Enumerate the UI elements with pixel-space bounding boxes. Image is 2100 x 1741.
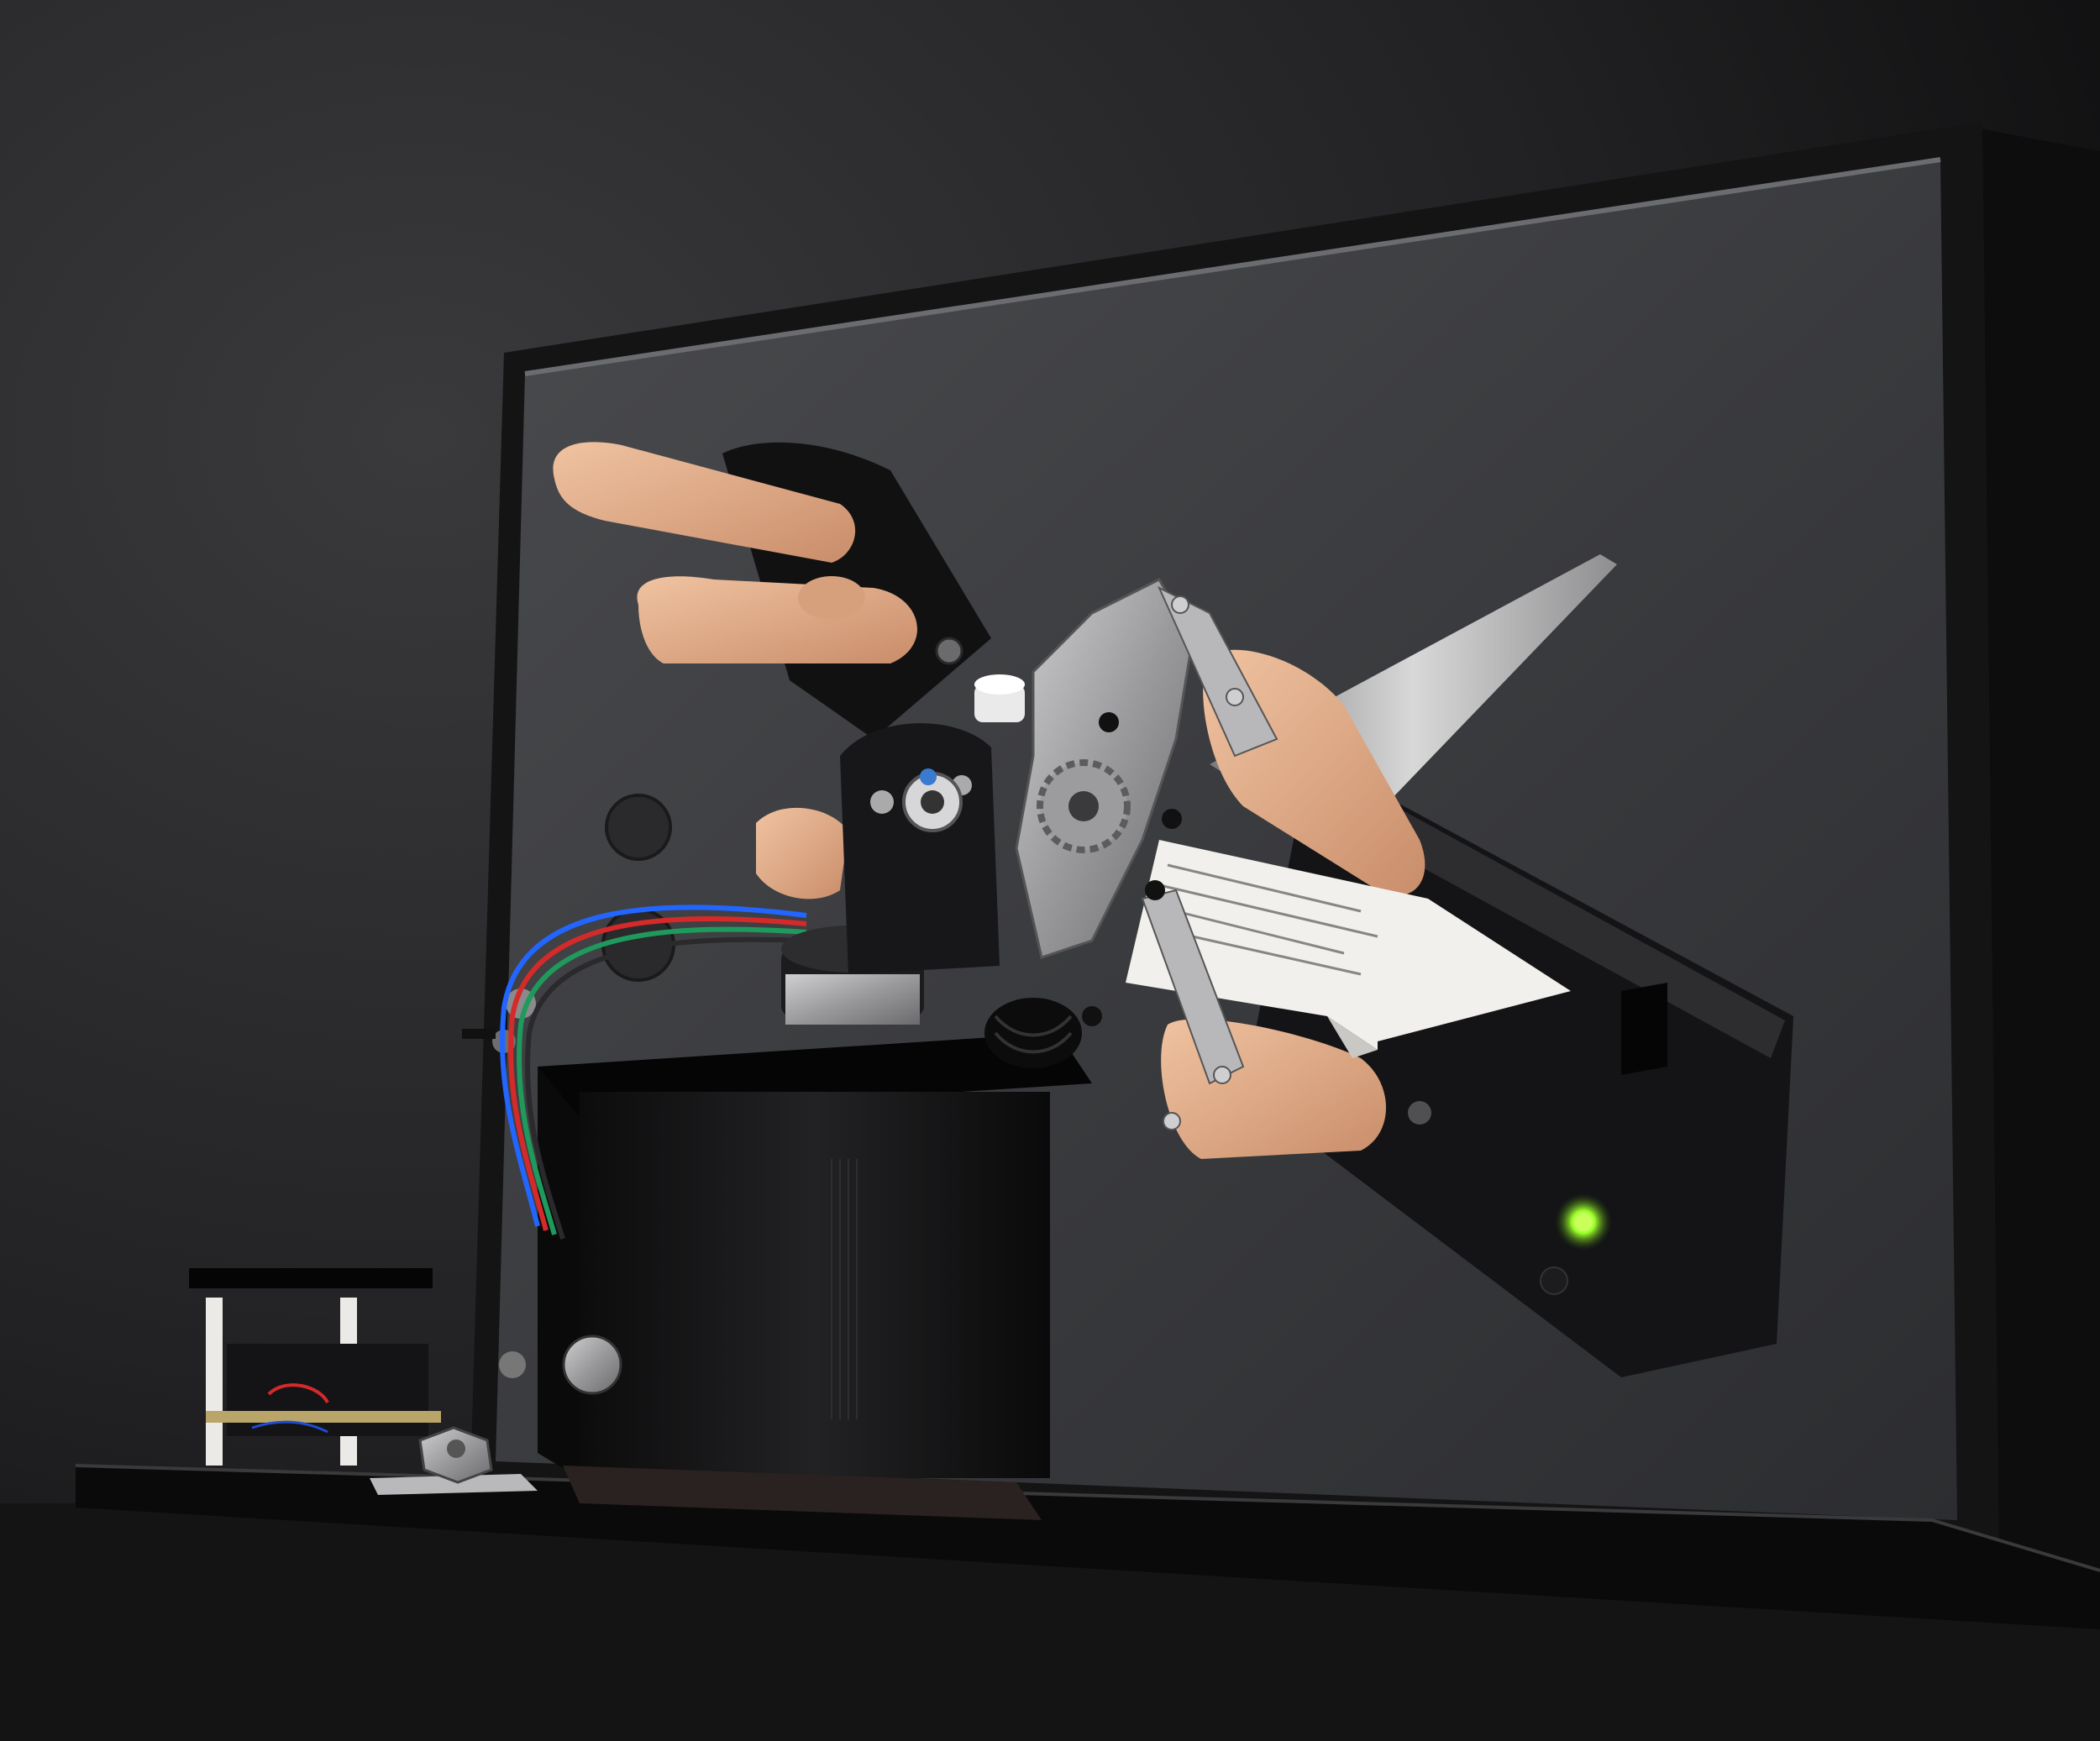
stepper-motor [499, 1033, 1092, 1520]
finger-top [553, 442, 856, 563]
panel-button [1540, 1266, 1568, 1295]
finger-middle [637, 576, 918, 663]
finger-lower-left [756, 807, 848, 899]
arm-link-lower [1141, 889, 1245, 1085]
motor-screw [562, 1335, 622, 1395]
motor-bracket [840, 723, 1000, 974]
tied-cord [984, 998, 1082, 1068]
paper-receipt [1126, 840, 1571, 1058]
printer-slot [1540, 983, 1667, 1295]
base-hardware [370, 1426, 538, 1495]
arm-link-upper [1157, 585, 1278, 758]
wire-bundle [462, 905, 807, 1240]
robotic-arm [781, 578, 1278, 1130]
controller-board [189, 1268, 441, 1466]
